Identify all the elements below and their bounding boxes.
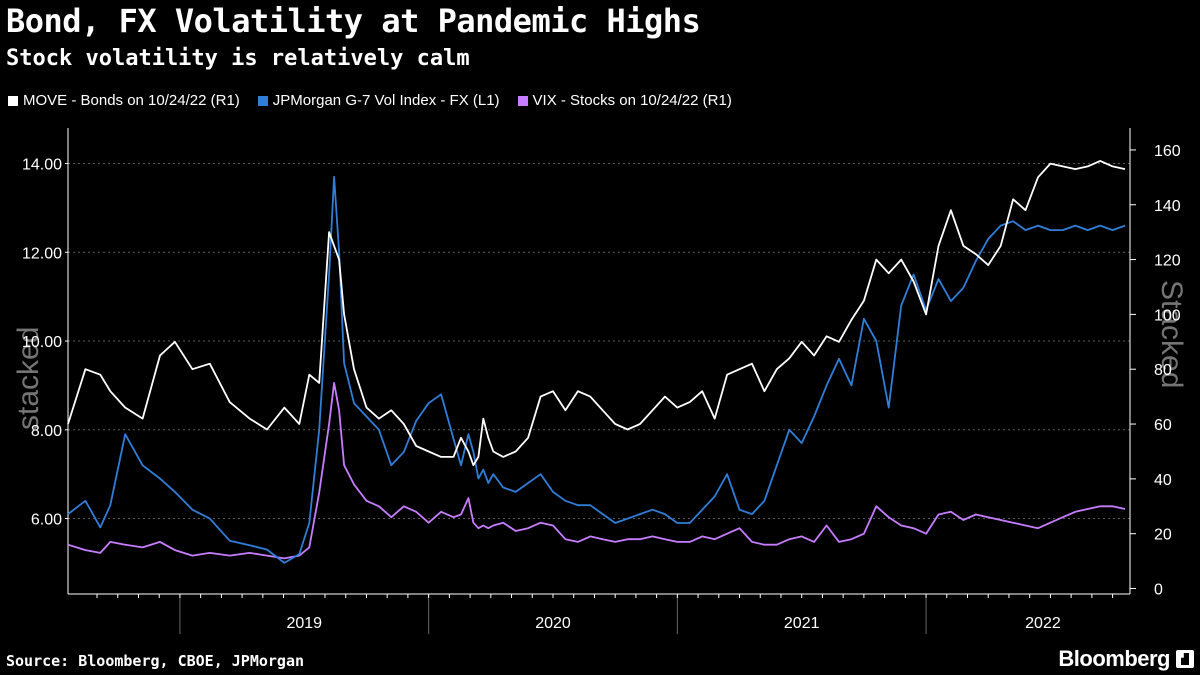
- bloomberg-terminal-icon: [1176, 650, 1194, 668]
- legend-label-vix: VIX - Stocks on 10/24/22 (R1): [532, 92, 732, 109]
- right-tick-label: 120: [1154, 253, 1181, 270]
- left-tick-label: 12.00: [22, 245, 62, 262]
- legend-swatch-fx: [257, 95, 268, 106]
- right-tick-label: 60: [1154, 417, 1172, 434]
- legend-item-move: MOVE - Bonds on 10/24/22 (R1): [8, 92, 240, 109]
- legend-swatch-move: [8, 95, 18, 106]
- watermark-right: Stacked: [1155, 280, 1188, 388]
- left-tick-label: 10.00: [22, 334, 62, 351]
- watermark-left: stacked: [12, 327, 45, 430]
- left-tick-label: 8.00: [31, 423, 62, 440]
- line-chart: stacked Stacked 6.00 8.00 10.00 12.00 14.00 0…: [12, 128, 1188, 634]
- right-tick-label: 40: [1154, 472, 1172, 489]
- right-tick-label: 100: [1154, 307, 1181, 324]
- series-lines: [67, 160, 1126, 564]
- left-tick-label: 14.00: [22, 157, 62, 174]
- legend-label-fx: JPMorgan G-7 Vol Index - FX (L1): [272, 92, 500, 109]
- legend-item-fx: JPMorgan G-7 Vol Index - FX (L1): [257, 92, 500, 109]
- legend-item-vix: VIX - Stocks on 10/24/22 (R1): [517, 92, 732, 109]
- legend-swatch-vix: [517, 95, 528, 106]
- series-line-move: [67, 160, 1126, 467]
- x-tick-label: 2020: [535, 615, 571, 632]
- brand-logo: Bloomberg: [1058, 646, 1170, 671]
- legend: MOVE - Bonds on 10/24/22 (R1) JPMorgan G…: [8, 92, 732, 109]
- series-line-vix: [67, 382, 1126, 560]
- left-tick-label: 6.00: [31, 512, 62, 529]
- axes: 6.00 8.00 10.00 12.00 14.00 0 20 40 60 80 100 120 14…: [22, 128, 1181, 634]
- right-tick-label: 140: [1154, 198, 1181, 215]
- gridlines: [68, 163, 1130, 520]
- right-tick-label: 20: [1154, 527, 1172, 544]
- x-tick-label: 2021: [784, 615, 820, 632]
- x-tick-label: 2022: [1025, 615, 1061, 632]
- source-note: Source: Bloomberg, CBOE, JPMorgan: [6, 652, 305, 670]
- chart-title: Bond, FX Volatility at Pandemic Highs: [6, 2, 701, 40]
- right-tick-label: 0: [1154, 582, 1163, 599]
- legend-label-move: MOVE - Bonds on 10/24/22 (R1): [23, 92, 240, 109]
- chart-subtitle: Stock volatility is relatively calm: [6, 46, 470, 71]
- right-tick-label: 160: [1154, 143, 1181, 160]
- series-line-fx: [67, 175, 1126, 564]
- right-tick-label: 80: [1154, 362, 1172, 379]
- x-tick-label: 2019: [286, 615, 322, 632]
